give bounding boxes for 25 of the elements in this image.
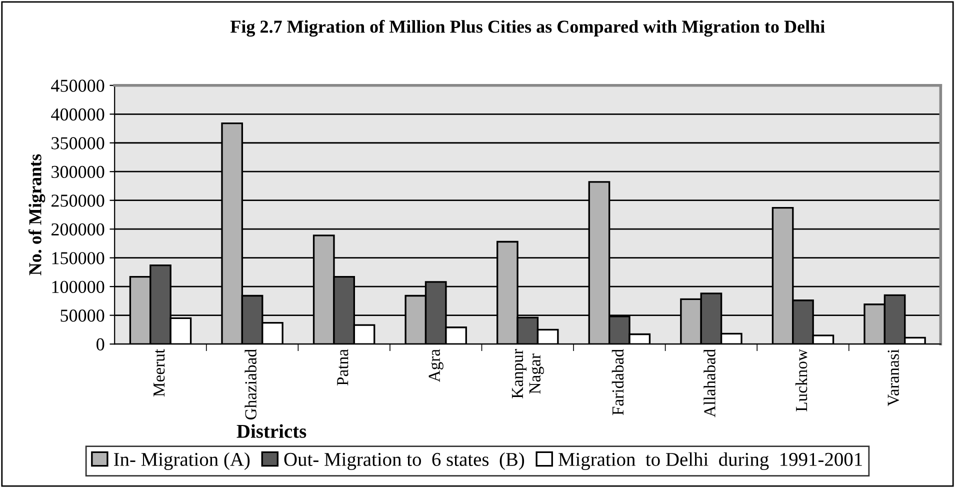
- y-tick-label: 100000: [52, 280, 104, 294]
- x-tick-label: Faridabad: [612, 349, 624, 416]
- x-tick-label: Agra: [428, 349, 444, 382]
- x-axis-title: Districts: [236, 424, 306, 438]
- x-tick-label: Ghaziabad: [244, 349, 256, 420]
- y-axis-title: No. of Migrants: [28, 154, 46, 276]
- x-tick-label: Allahabad: [704, 349, 716, 418]
- y-tick-label: 0: [96, 338, 104, 350]
- y-tick-label: 200000: [52, 223, 104, 236]
- legend-label: Migration to Delhi during 1991-2001: [558, 452, 862, 470]
- legend-label: In- Migration (A): [114, 452, 250, 470]
- x-tick-label: Kanpur Nagar: [512, 349, 544, 398]
- y-tick-label: 150000: [52, 252, 104, 264]
- legend-label: Out- Migration to 6 states (B): [284, 452, 524, 470]
- y-tick-label: 300000: [52, 166, 104, 178]
- x-tick-label: Meerut: [154, 349, 165, 397]
- y-tick-label: 250000: [52, 194, 104, 207]
- y-tick-label: 350000: [52, 137, 104, 150]
- x-tick-label: Varanasi: [888, 349, 900, 406]
- chart-title: Fig 2.7 Migration of Million Plus Cities as Compared with Migration to Delhi: [230, 20, 825, 37]
- x-tick-label: Patna: [337, 349, 348, 386]
- y-tick-label: 50000: [60, 310, 104, 322]
- y-tick-label: 450000: [51, 80, 104, 92]
- x-tick-label: Lucknow: [795, 348, 808, 412]
- y-tick-label: 400000: [51, 108, 104, 121]
